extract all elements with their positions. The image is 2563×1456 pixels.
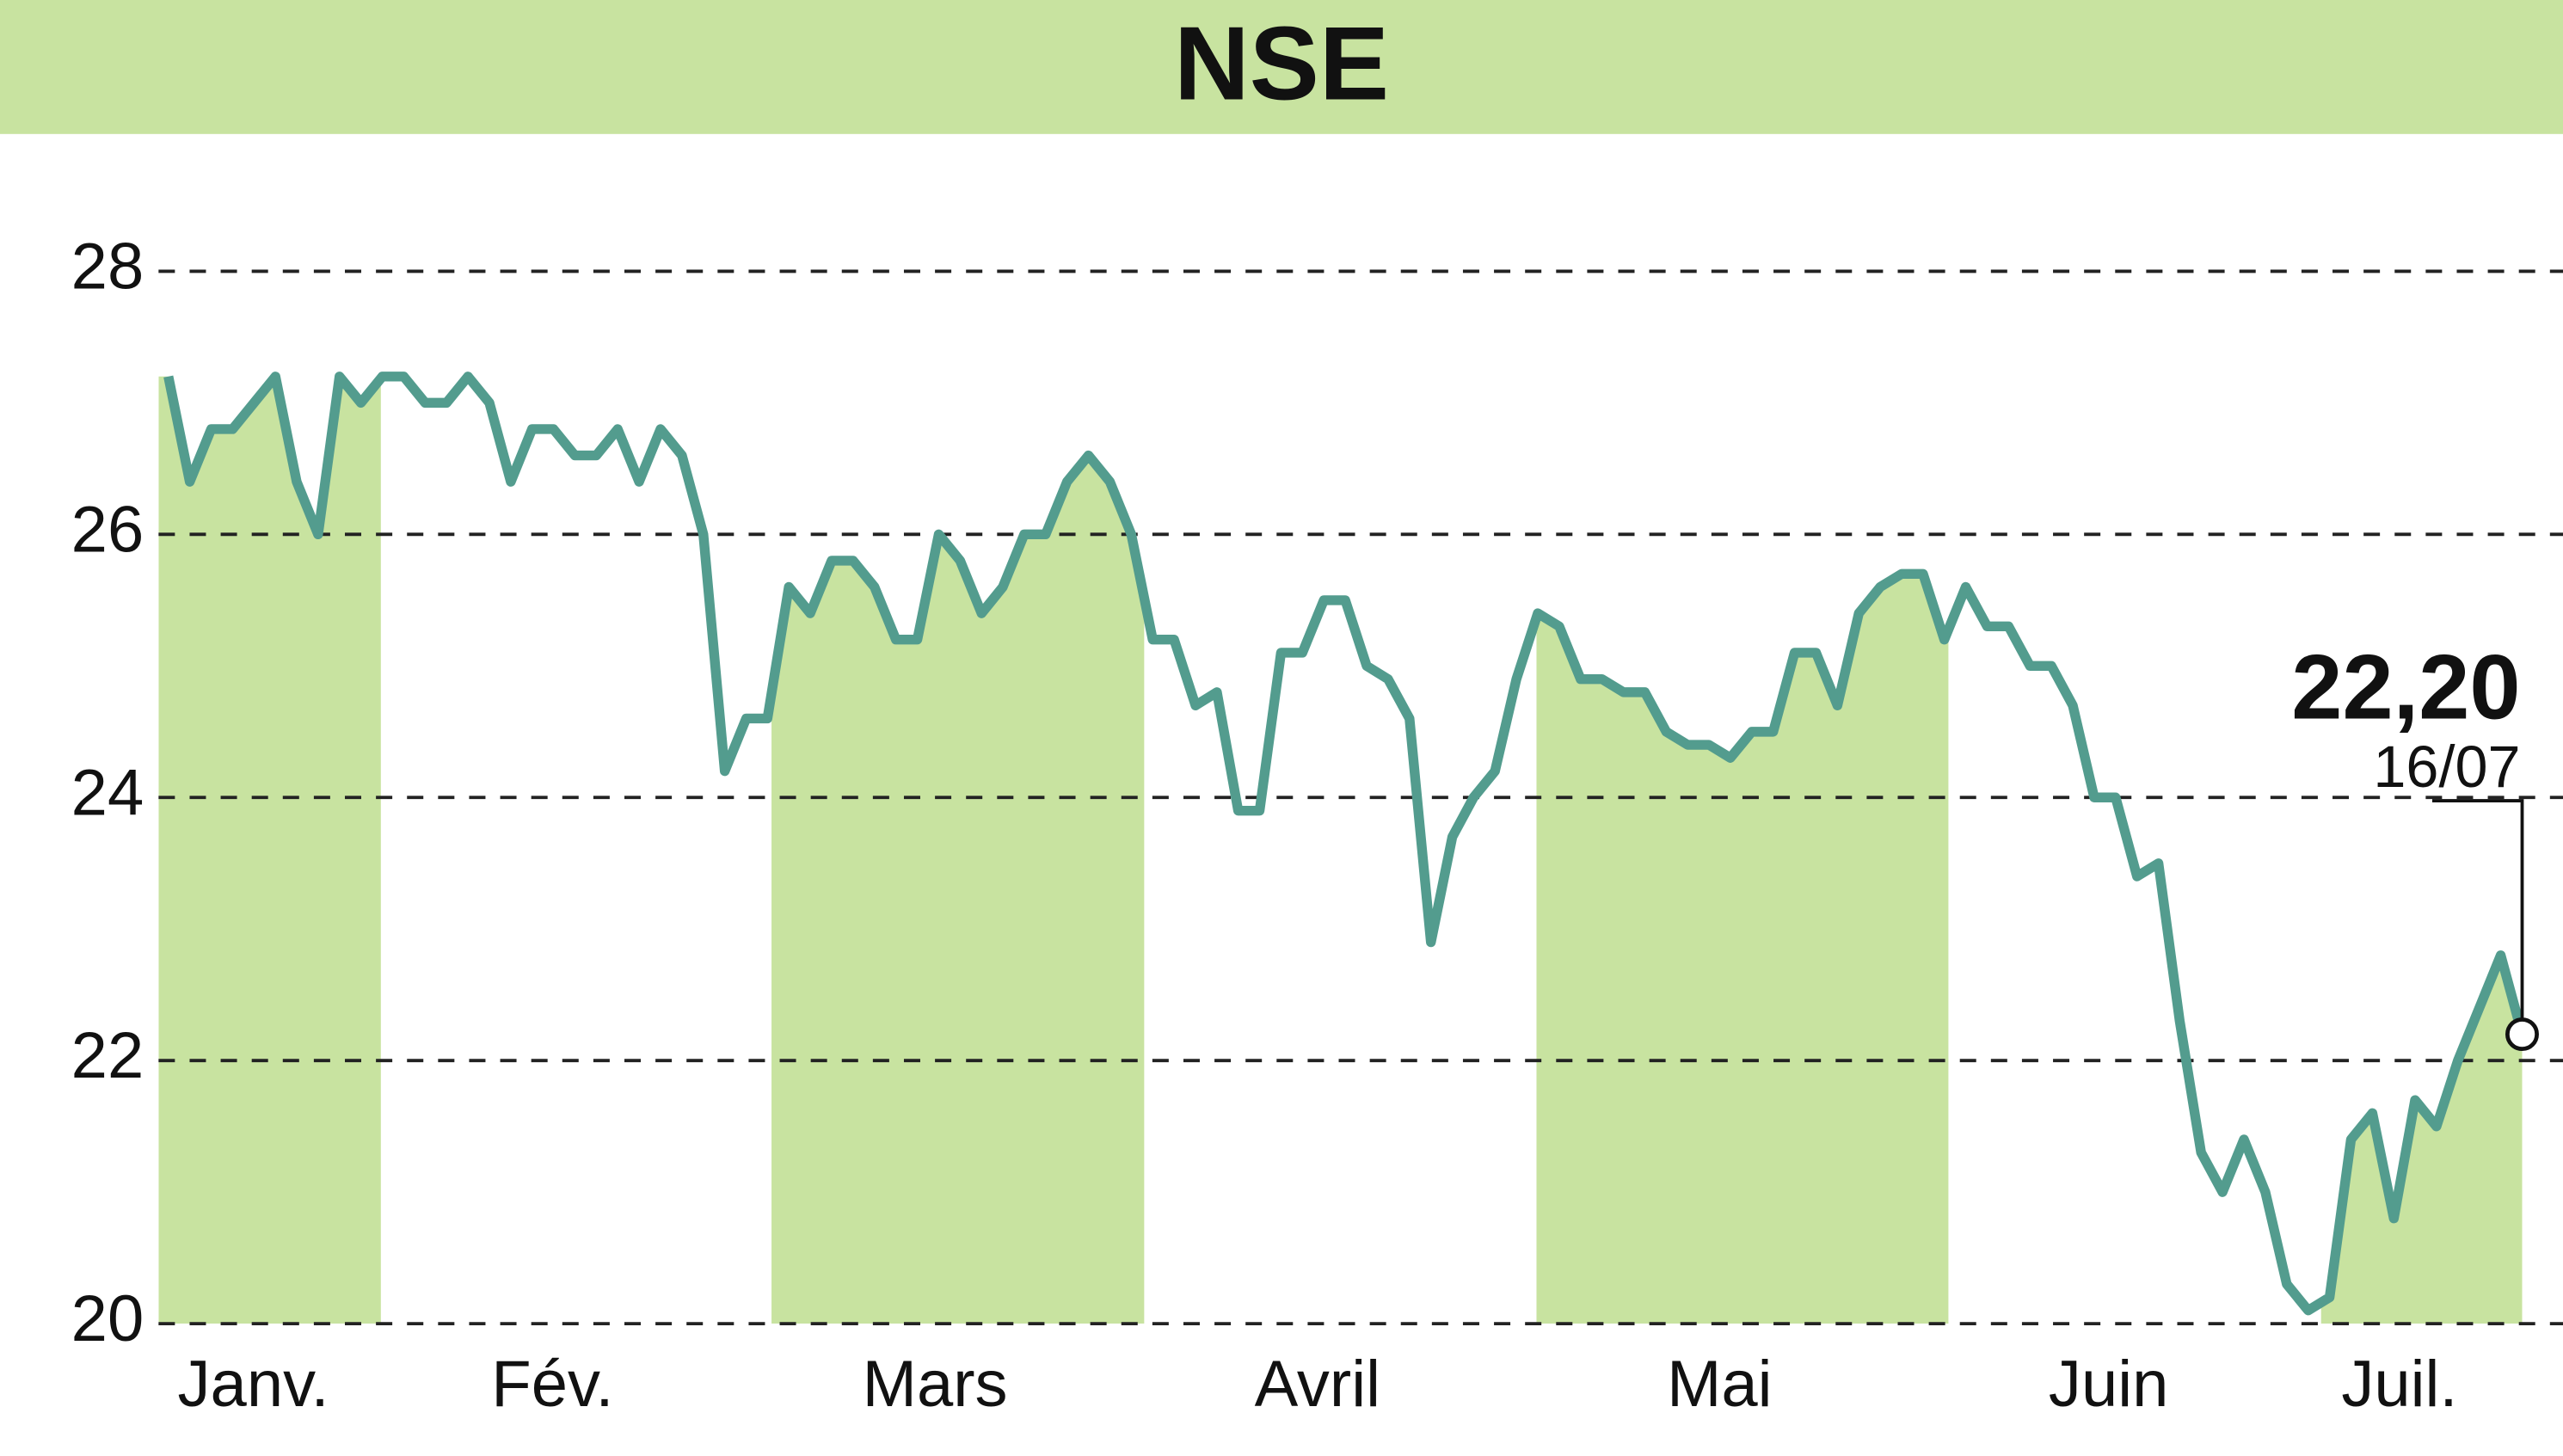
callout-line <box>2431 799 2524 1035</box>
price-line <box>163 372 2527 1316</box>
x-tick-label: Mai <box>1667 1348 1772 1421</box>
y-tick-label: 26 <box>71 493 144 566</box>
bands <box>158 376 2523 1324</box>
y-tick-label: 24 <box>71 756 144 829</box>
x-tick-label: Mars <box>863 1348 1008 1421</box>
chart-title: NSE <box>1174 5 1389 122</box>
grid: 20 22 24 26 28 Janv. Fév. Mars Avril Mai Juin Juil. <box>71 230 2563 1421</box>
last-value-label: 22,20 <box>2291 636 2520 739</box>
month-band-area <box>158 376 2523 1324</box>
marks <box>163 372 2539 1316</box>
x-tick-label: Juil. <box>2341 1348 2457 1421</box>
x-tick-label: Avril <box>1255 1348 1380 1421</box>
x-tick-label: Fév. <box>491 1348 613 1421</box>
y-tick-label: 22 <box>71 1019 144 1092</box>
last-point <box>2505 1017 2539 1052</box>
title-bar <box>0 0 2563 134</box>
last-date-label: 16/07 <box>2373 734 2520 800</box>
x-tick-label: Janv. <box>178 1348 329 1421</box>
y-tick-label: 20 <box>71 1282 144 1355</box>
x-tick-label: Juin <box>2049 1348 2168 1421</box>
y-tick-label: 28 <box>71 230 144 304</box>
